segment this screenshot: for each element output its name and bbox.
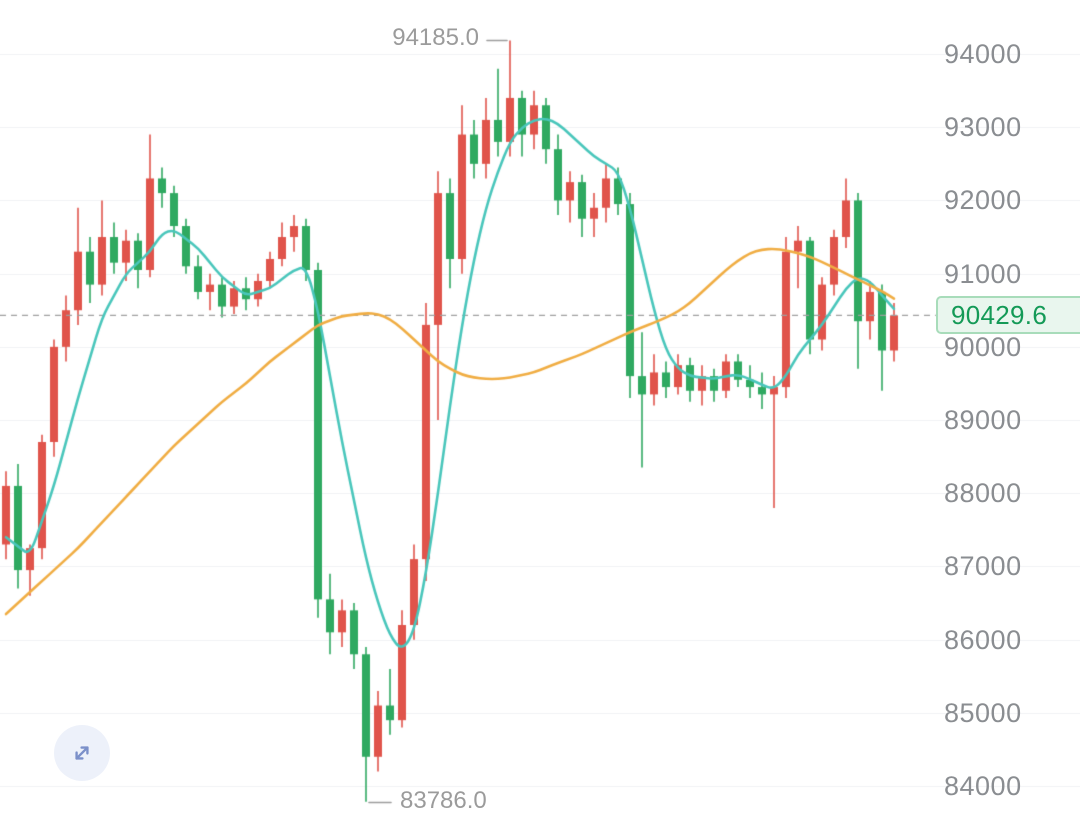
- session-low-label: 83786.0: [400, 787, 487, 814]
- price-axis-tick: 93000: [944, 112, 1022, 143]
- price-axis-tick: 85000: [944, 697, 1022, 728]
- price-axis-tick: 86000: [944, 624, 1022, 655]
- expand-arrows-icon: [75, 746, 89, 760]
- price-axis-tick: 84000: [944, 771, 1022, 802]
- price-axis-tick: 89000: [944, 405, 1022, 436]
- expand-chart-button[interactable]: [54, 725, 110, 781]
- price-axis-tick: 92000: [944, 185, 1022, 216]
- price-axis-tick: 88000: [944, 478, 1022, 509]
- price-axis-tick: 91000: [944, 258, 1022, 289]
- price-axis-tick: 94000: [944, 39, 1022, 70]
- current-price-tag: 90429.6: [936, 296, 1080, 335]
- session-high-label: 94185.0: [392, 24, 479, 51]
- price-axis-tick: 90000: [944, 331, 1022, 362]
- price-axis-tick: 87000: [944, 551, 1022, 582]
